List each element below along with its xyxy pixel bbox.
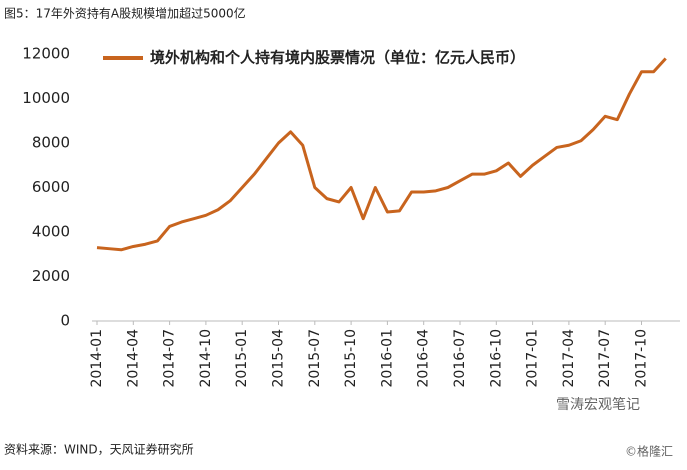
y-tick-label: 4000 — [32, 223, 70, 241]
legend-label: 境外机构和个人持有境内股票情况（单位：亿元人民币） — [150, 49, 525, 67]
x-tick-label: 2017-07 — [597, 329, 613, 388]
y-tick-label: 0 — [60, 312, 70, 330]
y-tick-label: 12000 — [22, 45, 70, 63]
x-tick-label: 2014-10 — [198, 329, 214, 388]
x-tick-label: 2014-04 — [125, 329, 141, 388]
x-tick-label: 2017-10 — [634, 329, 650, 388]
x-tick-label: 2014-07 — [162, 329, 178, 388]
source: 资料来源：WIND，天风证券研究所 — [4, 442, 194, 457]
x-tick-label: 2015-10 — [343, 329, 359, 388]
y-tick-label: 8000 — [32, 134, 70, 152]
x-tick-label: 2016-10 — [488, 329, 504, 388]
line — [96, 57, 667, 252]
x-tick-label: 2015-01 — [234, 329, 250, 388]
chart-title: 图5：17年外资持有A股规模增加超过5000亿 — [4, 6, 246, 21]
watermark: 雪涛宏观笔记 — [556, 397, 640, 413]
y-tick-label: 10000 — [22, 89, 70, 107]
x-tick-label: 2017-01 — [525, 329, 541, 388]
y-tick-label: 2000 — [32, 267, 70, 285]
x-tick-label: 2015-04 — [271, 329, 287, 388]
watermark-site: ©格隆汇 — [625, 444, 673, 459]
x-tick-label: 2016-01 — [379, 329, 395, 388]
x-tick-label: 2015-07 — [307, 329, 323, 388]
x-tick-label: 2016-04 — [416, 329, 432, 388]
y-tick-label: 6000 — [32, 178, 70, 196]
x-tick-label: 2017-04 — [561, 329, 577, 388]
x-tick-label: 2014-01 — [89, 329, 105, 388]
x-tick-label: 2016-07 — [452, 329, 468, 388]
